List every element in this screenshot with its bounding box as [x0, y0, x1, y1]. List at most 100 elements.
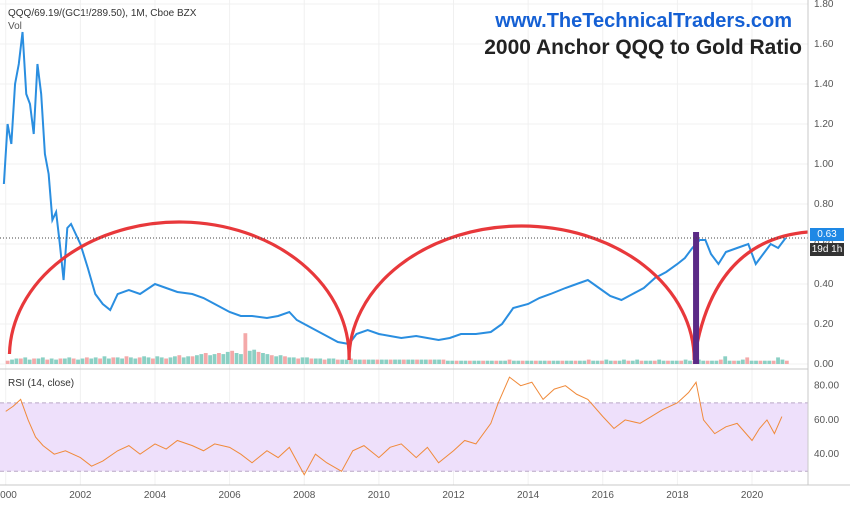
volume-bar [247, 350, 252, 364]
volume-bar [5, 360, 10, 364]
volume-bar [128, 357, 133, 364]
volume-bar [560, 360, 565, 364]
volume-bar [181, 357, 186, 364]
arc-2 [347, 224, 696, 361]
volume-legend[interactable]: Vol [8, 21, 22, 32]
volume-bar [459, 360, 463, 364]
volume-bar [542, 360, 547, 364]
volume-bar [322, 359, 327, 364]
volume-bar [498, 360, 503, 364]
volume-bar [780, 359, 785, 364]
time-tick-label: 2000 [0, 490, 17, 501]
volume-bar [740, 359, 745, 364]
volume-bar [657, 359, 662, 364]
time-tick-label: 2010 [368, 490, 391, 501]
volume-bar [600, 360, 604, 364]
volume-bar [313, 358, 318, 364]
volume-bar [591, 360, 596, 364]
price-tick-label: 0.00 [814, 359, 834, 370]
volume-bar [274, 356, 279, 364]
volume-bar [644, 360, 648, 364]
volume-bar [661, 360, 666, 364]
volume-bar [406, 359, 411, 364]
volume-bar [749, 360, 754, 364]
volume-bar [366, 359, 371, 364]
volume-bar [569, 360, 574, 364]
volume-bar [630, 360, 635, 364]
volume-bar [225, 351, 230, 364]
volume-bar [762, 360, 767, 364]
volume-bar [133, 358, 138, 364]
rsi-tick-label: 40.00 [814, 449, 839, 460]
volume-bar [463, 360, 468, 364]
rsi-tick-label: 80.00 [814, 381, 839, 392]
volume-bar [754, 360, 758, 364]
volume-bar [626, 360, 631, 364]
symbol-legend[interactable]: QQQ/69.19/(GC1!/289.50), 1M, Cboe BZX [8, 8, 197, 19]
rsi-overbought-oversold-band [0, 402, 808, 472]
volume-bar [357, 359, 362, 364]
current-price-tag: 0.63 [810, 228, 844, 241]
volume-bar [441, 359, 446, 364]
price-tick-label: 1.80 [814, 0, 834, 10]
volume-bar [494, 360, 499, 364]
volume-bar [159, 357, 164, 364]
volume-bar [732, 360, 736, 364]
volume-bar [371, 359, 375, 364]
volume-bar [503, 360, 507, 364]
volume-bar [287, 357, 292, 364]
volume-bar [309, 358, 314, 364]
volume-bar [84, 357, 89, 364]
volume-bar [432, 359, 437, 364]
volume-bar [265, 354, 270, 364]
volume-bar [291, 357, 296, 364]
volume-bar [613, 360, 618, 364]
volume-bar [67, 357, 72, 364]
volume-bar [283, 356, 287, 364]
volume-bar [212, 354, 217, 364]
volume-bar [300, 357, 305, 364]
volume-bar [481, 360, 485, 364]
volume-bar [666, 360, 670, 364]
volume-bar [18, 358, 23, 364]
volume-bar [80, 358, 85, 364]
volume-bar [186, 356, 191, 364]
volume-bar [467, 360, 472, 364]
volume-bar [525, 360, 530, 364]
volume-bar [485, 360, 490, 364]
time-tick-label: 2016 [592, 490, 615, 501]
time-tick-label: 2008 [293, 490, 316, 501]
volume-bar [384, 359, 389, 364]
volume-bar [164, 358, 169, 364]
volume-bar [234, 353, 239, 364]
volume-bar [586, 359, 591, 364]
volume-bar [705, 360, 710, 364]
volume-bar [49, 358, 54, 364]
volume-bar [243, 333, 248, 364]
volume-bar [190, 356, 195, 364]
price-tick-label: 0.40 [814, 279, 834, 290]
rsi-legend[interactable]: RSI (14, close) [8, 378, 75, 389]
volume-bar [397, 359, 402, 364]
volume-bar [142, 356, 147, 364]
time-tick-label: 2004 [144, 490, 167, 501]
volume-bar [10, 359, 14, 364]
volume-bar [305, 357, 309, 364]
volume-bar [54, 359, 58, 364]
volume-bar [203, 353, 208, 364]
volume-bar [727, 360, 732, 364]
volume-bar [415, 359, 419, 364]
volume-bar [177, 355, 182, 364]
volume-bar [551, 360, 556, 364]
volume-bar [151, 358, 155, 364]
volume-bar [723, 356, 728, 364]
ratio-series-line [2, 31, 787, 346]
volume-bar [45, 359, 50, 364]
volume-bar [71, 358, 76, 364]
arc-1 [7, 220, 351, 361]
volume-bar [401, 359, 406, 364]
volume-bar [767, 360, 772, 364]
volume-bar [335, 359, 340, 364]
volume-bar [195, 355, 199, 364]
